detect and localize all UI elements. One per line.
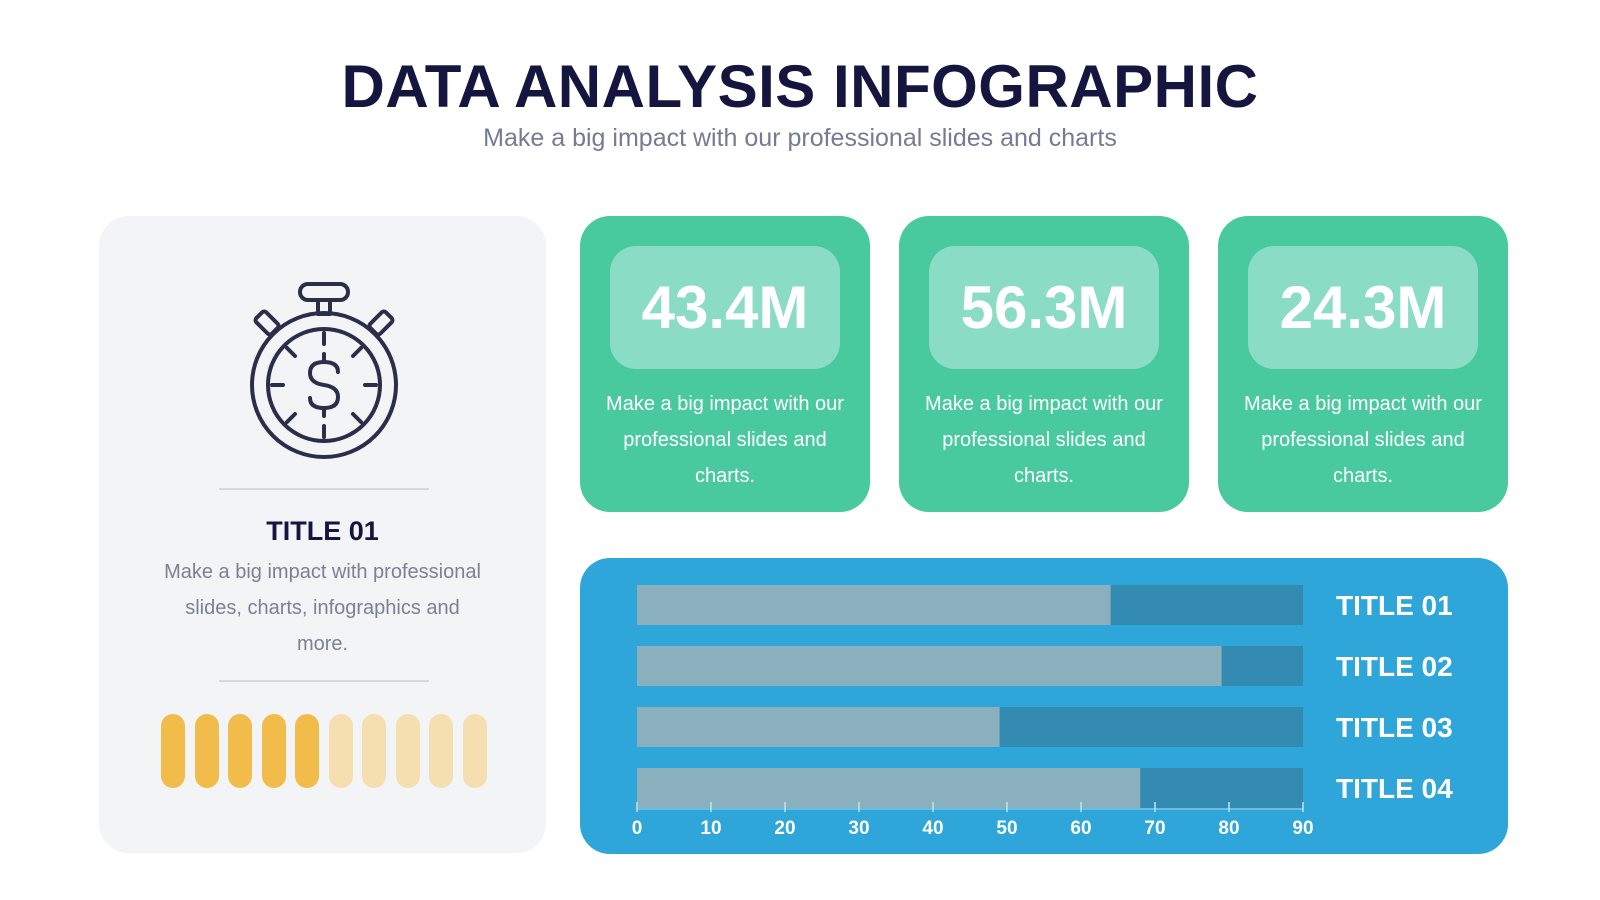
page-subtitle: Make a big impact with our professional … [483,124,1117,152]
level-pill-filled [295,714,319,788]
x-tick-label: 60 [1070,818,1091,839]
stat-description: Make a big impact with our professional … [1244,393,1482,487]
stat-description: Make a big impact with our professional … [925,393,1163,487]
bar [637,646,1222,686]
x-tick-label: 40 [922,818,943,839]
stat-value: 56.3M [929,246,1159,369]
bar [637,768,1141,808]
level-indicator [161,714,487,789]
x-tick-label: 0 [632,818,643,839]
level-pill-empty [395,714,420,788]
divider-bottom [219,680,429,682]
stopwatch-dollar-icon [250,282,398,459]
level-pill-empty [362,714,386,788]
stat-card-3: 24.3M Make a big impact with our profess… [1218,216,1508,512]
x-tick-label: 70 [1144,818,1165,839]
stat-card-1: 43.4M Make a big impact with our profess… [580,216,870,512]
feature-card: TITLE 01 Make a big impact with professi… [99,216,546,853]
bar [637,707,1000,747]
level-pill-filled [194,714,219,788]
divider-top [219,488,429,490]
x-tick-label: 20 [774,818,795,839]
level-pill-filled [161,714,185,788]
stat-description: Make a big impact with our professional … [606,393,844,487]
level-pill-filled [228,714,252,788]
category-label: TITLE 02 [1336,651,1453,682]
x-tick-label: 50 [996,818,1017,839]
level-pill-empty [429,714,453,788]
category-label: TITLE 04 [1336,773,1453,804]
category-label: TITLE 01 [1336,590,1453,621]
category-label: TITLE 03 [1336,712,1453,743]
x-tick-label: 30 [848,818,869,839]
stat-value: 43.4M [610,246,840,369]
x-tick-label: 10 [700,818,721,839]
stat-card-2: 56.3M Make a big impact with our profess… [899,216,1189,512]
page-title: DATA ANALYSIS INFOGRAPHIC [341,53,1259,120]
card-description: Make a big impact with professional slid… [164,561,481,655]
level-pill-empty [462,714,487,788]
level-pill-empty [328,714,353,788]
stat-value: 24.3M [1248,246,1478,369]
x-tick-label: 90 [1292,818,1313,839]
card-title: TITLE 01 [266,516,379,546]
bar-chart: TITLE 01 TITLE 02 TITLE 03 TITLE 04 0 10 20 30 4… [632,585,1453,839]
x-tick-label: 80 [1218,818,1239,839]
level-pill-filled [261,714,286,788]
bar [637,585,1111,625]
bar-chart-panel: TITLE 01 TITLE 02 TITLE 03 TITLE 04 0 10 20 30 4… [580,558,1508,854]
